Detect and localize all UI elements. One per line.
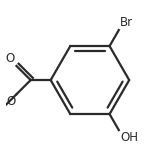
Text: O: O bbox=[6, 95, 16, 108]
Text: Br: Br bbox=[120, 16, 133, 29]
Text: OH: OH bbox=[120, 131, 138, 144]
Text: O: O bbox=[6, 52, 15, 65]
